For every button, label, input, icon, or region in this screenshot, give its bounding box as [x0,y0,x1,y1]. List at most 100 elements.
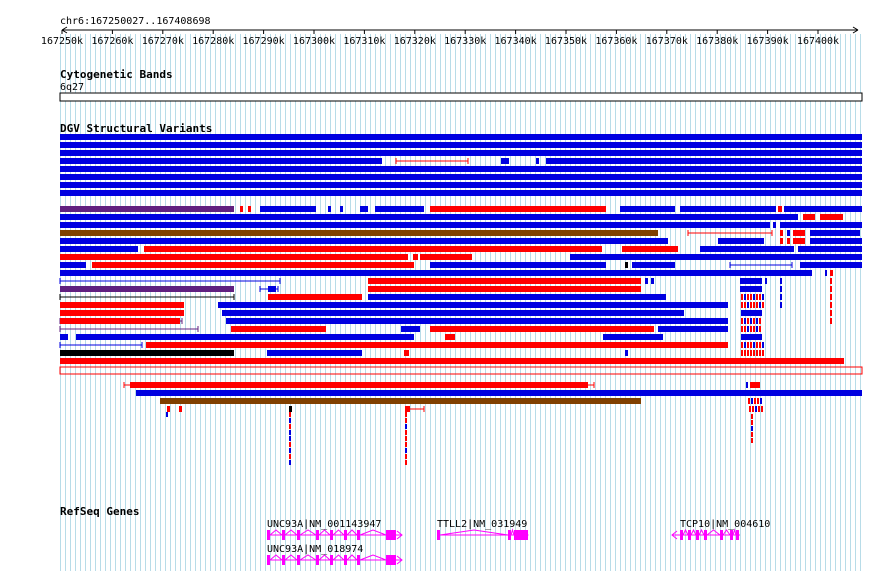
sv-feature[interactable] [754,398,756,404]
sv-feature[interactable] [60,206,234,212]
sv-feature[interactable] [762,294,764,300]
sv-feature[interactable] [60,174,862,180]
gene-model-unc93a-1[interactable] [267,529,403,540]
sv-feature[interactable] [289,406,292,412]
sv-feature[interactable] [289,412,291,417]
sv-feature[interactable] [830,302,832,308]
sv-feature[interactable] [405,430,407,435]
sv-feature[interactable] [289,460,291,465]
sv-feature[interactable] [778,206,782,212]
sv-feature[interactable] [401,326,420,332]
sv-feature[interactable] [753,294,755,300]
sv-feature[interactable] [92,262,414,268]
sv-feature[interactable] [756,294,758,300]
sv-feature[interactable] [751,426,753,431]
gene-exon[interactable] [330,530,333,540]
sv-feature[interactable] [751,432,753,437]
sv-feature[interactable] [60,302,184,308]
sv-feature[interactable] [830,318,832,324]
sv-feature[interactable] [740,286,762,292]
sv-feature[interactable] [231,326,326,332]
sv-feature[interactable] [59,366,863,375]
sv-feature[interactable] [784,206,862,212]
sv-feature[interactable] [750,302,752,308]
sv-feature[interactable] [413,254,418,260]
sv-feature[interactable] [622,246,678,252]
cytoband-track[interactable]: Cytogenetic Bands 6q27 [59,68,863,102]
sv-feature[interactable] [268,294,362,300]
gene-exon[interactable] [730,530,733,540]
sv-feature[interactable] [756,302,758,308]
sv-feature[interactable] [759,302,761,308]
gene-exon[interactable] [508,530,511,540]
sv-feature[interactable] [405,460,407,465]
sv-feature[interactable] [445,334,455,340]
sv-feature[interactable] [136,390,862,396]
sv-feature[interactable] [405,454,407,459]
sv-feature[interactable] [60,190,862,196]
sv-feature[interactable] [780,294,782,300]
sv-feature[interactable] [741,342,743,348]
sv-feature[interactable] [753,326,755,332]
sv-feature[interactable] [60,134,862,140]
sv-feature[interactable] [755,406,757,412]
sv-feature[interactable] [60,254,408,260]
sv-feature[interactable] [759,342,761,348]
gene-exon[interactable] [344,555,347,565]
sv-feature[interactable] [748,398,750,404]
sv-feature[interactable] [750,342,752,348]
sv-feature[interactable] [405,448,407,453]
gene-model-tcp10[interactable] [671,528,740,540]
sv-feature[interactable] [146,342,728,348]
sv-feature[interactable] [60,270,812,276]
gene-exon[interactable] [267,555,270,565]
sv-feature[interactable] [740,278,762,284]
gene-exon[interactable] [316,530,319,540]
sv-feature[interactable] [60,318,180,324]
sv-feature[interactable] [753,342,755,348]
sv-feature[interactable] [368,286,641,292]
sv-feature[interactable] [658,326,728,332]
sv-feature[interactable] [289,448,291,453]
sv-feature[interactable] [756,342,758,348]
sv-feature[interactable] [747,294,749,300]
sv-feature[interactable] [751,438,753,443]
sv-feature[interactable] [744,294,746,300]
gene-exon[interactable] [344,530,347,540]
sv-feature[interactable] [765,278,767,284]
sv-feature[interactable] [800,262,862,268]
sv-feature[interactable] [825,270,827,276]
sv-feature[interactable] [405,406,410,412]
sv-feature[interactable] [757,398,759,404]
sv-feature[interactable] [625,350,628,356]
gene-exon[interactable] [330,555,333,565]
sv-feature[interactable] [130,382,588,388]
sv-feature[interactable] [60,214,798,220]
sv-feature[interactable] [793,230,805,236]
sv-feature[interactable] [758,406,760,412]
sv-feature[interactable] [747,318,749,324]
gene-exon[interactable] [357,555,360,565]
sv-feature[interactable] [803,214,815,220]
sv-feature[interactable] [750,382,760,388]
sv-feature[interactable] [144,246,602,252]
sv-feature[interactable] [405,442,407,447]
sv-feature[interactable] [289,442,291,447]
sv-feature[interactable] [60,142,862,148]
gene-exon[interactable] [297,555,300,565]
sv-feature[interactable] [218,302,728,308]
sv-feature[interactable] [751,398,753,404]
sv-feature[interactable] [60,334,68,340]
sv-feature[interactable] [741,334,762,340]
sv-feature[interactable] [60,310,184,316]
sv-feature[interactable] [787,230,790,236]
gene-exon[interactable] [736,530,739,540]
sv-feature[interactable] [405,412,407,417]
sv-feature[interactable] [625,262,628,268]
sv-feature[interactable] [603,334,663,340]
sv-feature[interactable] [60,238,668,244]
sv-feature[interactable] [60,286,234,292]
sv-feature[interactable] [430,326,654,332]
sv-feature[interactable] [741,310,762,316]
sv-feature[interactable] [160,398,641,404]
